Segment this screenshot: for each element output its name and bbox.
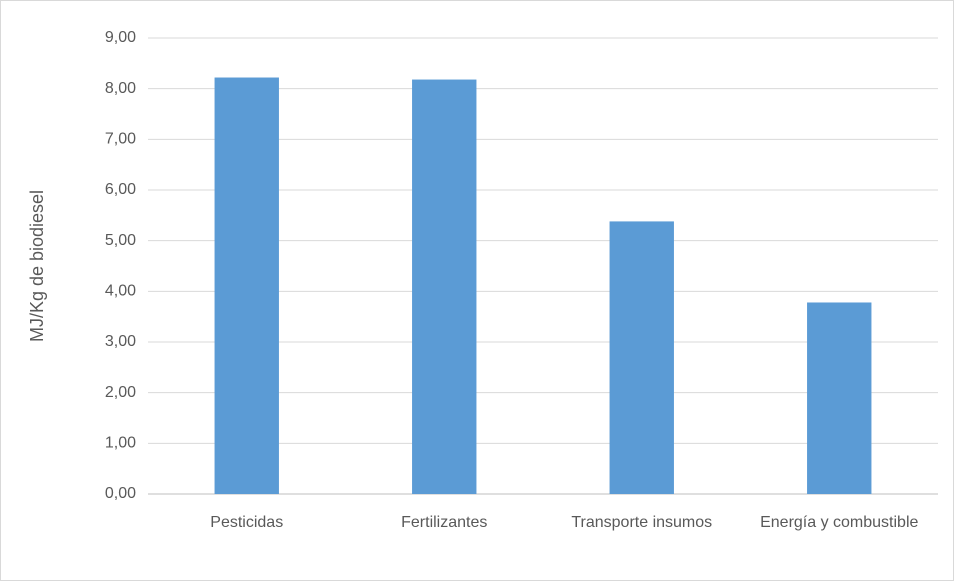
y-axis-title: MJ/Kg de biodiesel: [27, 190, 47, 342]
x-tick-label: Transporte insumos: [571, 514, 713, 531]
y-tick-label: 6,00: [105, 181, 136, 198]
y-tick-label: 9,00: [105, 29, 136, 46]
y-tick-label: 7,00: [105, 131, 136, 148]
x-tick-label: Pesticidas: [210, 514, 284, 531]
y-tick-label: 2,00: [105, 384, 136, 401]
bar: [412, 79, 477, 495]
bar: [609, 221, 674, 494]
x-tick-label: Energía y combustible: [760, 514, 919, 531]
y-tick-label: 1,00: [105, 435, 136, 452]
x-tick-label: Fertilizantes: [401, 514, 488, 531]
bar: [214, 77, 279, 495]
y-tick-label: 3,00: [105, 333, 136, 350]
y-tick-label: 5,00: [105, 232, 136, 249]
y-tick-label: 8,00: [105, 80, 136, 97]
y-tick-label: 4,00: [105, 283, 136, 300]
bar: [807, 302, 872, 494]
y-tick-label: 0,00: [105, 485, 136, 502]
